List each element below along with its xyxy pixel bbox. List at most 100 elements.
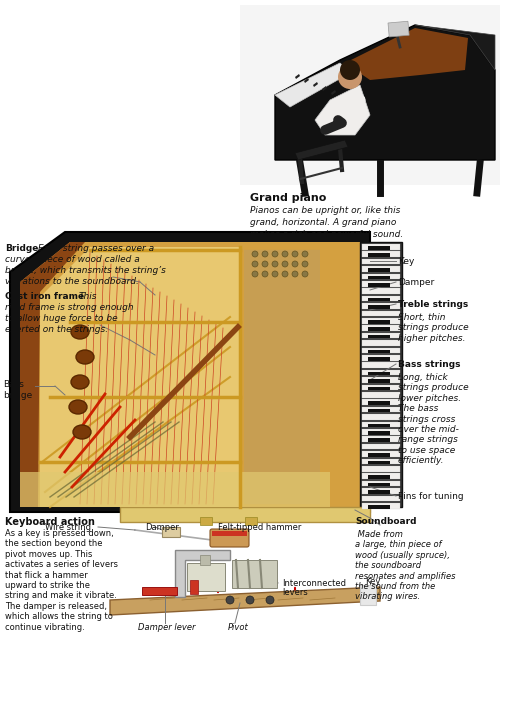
- Bar: [361, 392, 399, 397]
- Text: Bridge: Bridge: [5, 244, 38, 253]
- Text: Long, thick
strings produce
lower pitches.
The bass
strings cross
over the mid-
: Long, thick strings produce lower pitche…: [397, 373, 468, 465]
- Bar: [231, 560, 276, 588]
- Polygon shape: [175, 550, 230, 597]
- Polygon shape: [274, 25, 494, 160]
- Circle shape: [291, 271, 297, 277]
- Circle shape: [337, 65, 361, 89]
- Bar: [359, 242, 401, 507]
- Bar: [361, 303, 399, 309]
- Circle shape: [291, 261, 297, 267]
- Bar: [361, 362, 399, 368]
- Bar: [361, 451, 399, 456]
- Polygon shape: [315, 85, 369, 135]
- Ellipse shape: [71, 325, 89, 339]
- Circle shape: [281, 251, 287, 257]
- Bar: [361, 377, 399, 383]
- Text: Pianos can be upright or, like this: Pianos can be upright or, like this: [249, 206, 399, 215]
- Text: Wire string: Wire string: [45, 523, 91, 532]
- Text: Pins for tuning: Pins for tuning: [397, 492, 463, 501]
- Bar: [361, 488, 399, 494]
- Text: curved piece of wood called a: curved piece of wood called a: [5, 255, 139, 264]
- Bar: [361, 481, 399, 486]
- Bar: [361, 407, 399, 413]
- Circle shape: [251, 261, 258, 267]
- Text: Short, thin
strings produce
higher pitches.: Short, thin strings produce higher pitch…: [397, 313, 468, 343]
- Bar: [367, 475, 389, 479]
- Text: Each string passes over a: Each string passes over a: [38, 244, 154, 253]
- Circle shape: [245, 596, 254, 604]
- Bar: [367, 328, 389, 331]
- Text: Bass: Bass: [3, 380, 24, 389]
- Bar: [20, 472, 329, 507]
- Bar: [367, 431, 389, 434]
- Circle shape: [272, 261, 277, 267]
- Bar: [361, 296, 399, 301]
- Polygon shape: [344, 28, 467, 80]
- Circle shape: [281, 261, 287, 267]
- Bar: [361, 503, 399, 508]
- Bar: [367, 461, 389, 464]
- Ellipse shape: [73, 425, 91, 439]
- Bar: [361, 459, 399, 464]
- Text: Felt-tipped hammer: Felt-tipped hammer: [218, 523, 301, 532]
- Bar: [361, 340, 399, 346]
- Text: Damper: Damper: [397, 278, 433, 287]
- Text: grand, horizontal. A grand piano: grand, horizontal. A grand piano: [249, 218, 395, 227]
- Bar: [361, 348, 399, 353]
- Bar: [367, 438, 389, 442]
- Polygon shape: [274, 63, 349, 107]
- Text: Pivot: Pivot: [228, 623, 248, 632]
- Polygon shape: [40, 247, 239, 507]
- Bar: [361, 325, 399, 331]
- Bar: [359, 585, 375, 605]
- Text: Bass strings: Bass strings: [397, 360, 460, 369]
- Polygon shape: [330, 90, 335, 95]
- Bar: [361, 318, 399, 323]
- Circle shape: [251, 251, 258, 257]
- Bar: [361, 274, 399, 279]
- Bar: [361, 495, 399, 501]
- Bar: [361, 474, 399, 479]
- Text: As a key is pressed down,
the section beyond the
pivot moves up. This
activates : As a key is pressed down, the section be…: [5, 529, 118, 631]
- Text: Damper: Damper: [145, 523, 179, 532]
- Polygon shape: [110, 587, 379, 615]
- Bar: [361, 289, 399, 294]
- Bar: [361, 370, 399, 375]
- Text: bridge, which transmits the string’s: bridge, which transmits the string’s: [5, 266, 166, 275]
- Text: Soundboard: Soundboard: [355, 517, 416, 526]
- Bar: [189, 580, 197, 594]
- Bar: [367, 305, 389, 309]
- Bar: [199, 555, 210, 565]
- Bar: [239, 5, 499, 185]
- Bar: [367, 357, 389, 361]
- Polygon shape: [313, 82, 317, 87]
- Bar: [387, 22, 409, 37]
- Text: to allow huge force to be: to allow huge force to be: [5, 314, 117, 323]
- Text: exerted on the strings.: exerted on the strings.: [5, 325, 108, 334]
- Text: Keyboard action: Keyboard action: [5, 517, 95, 527]
- Circle shape: [281, 271, 287, 277]
- Bar: [244, 517, 257, 525]
- Bar: [361, 355, 399, 361]
- Circle shape: [272, 251, 277, 257]
- Polygon shape: [20, 242, 359, 507]
- Polygon shape: [294, 140, 347, 160]
- Bar: [367, 320, 389, 323]
- Text: Treble strings: Treble strings: [397, 300, 467, 309]
- Bar: [162, 527, 180, 537]
- Bar: [367, 253, 389, 257]
- Text: Key: Key: [364, 577, 380, 586]
- Circle shape: [301, 271, 308, 277]
- Bar: [361, 251, 399, 257]
- Text: levers: levers: [281, 588, 307, 597]
- Bar: [361, 444, 399, 449]
- Circle shape: [301, 251, 308, 257]
- Ellipse shape: [71, 375, 89, 389]
- Circle shape: [266, 596, 274, 604]
- Polygon shape: [321, 86, 326, 91]
- FancyBboxPatch shape: [210, 529, 248, 547]
- Circle shape: [272, 271, 277, 277]
- Text: Grand piano: Grand piano: [249, 193, 326, 203]
- Bar: [367, 268, 389, 271]
- Text: vibrations to the soundboard.: vibrations to the soundboard.: [5, 277, 138, 286]
